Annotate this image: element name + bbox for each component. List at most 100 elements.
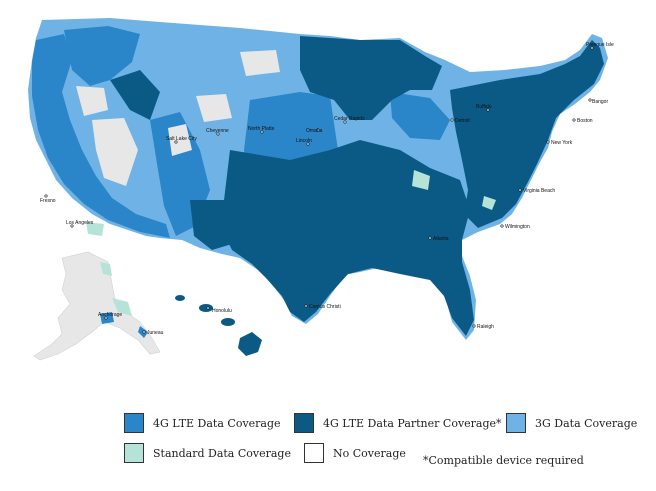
hawaii-region xyxy=(175,295,262,356)
alaska-landmass xyxy=(33,251,161,361)
city-dot xyxy=(44,194,48,198)
hawaii-oahu xyxy=(199,304,213,312)
legend-item-3g: 3G Data Coverage xyxy=(506,413,637,433)
gray-utah xyxy=(168,124,192,156)
hawaii-maui xyxy=(221,318,235,326)
city-label: Fresno xyxy=(40,198,56,204)
city-label: Cedar Rapids xyxy=(334,116,365,122)
lte-west-coast xyxy=(32,34,170,238)
city-dot xyxy=(472,324,476,328)
legend-item-standard: Standard Data Coverage xyxy=(124,443,291,463)
city-marker-buffalo: Buffalo xyxy=(476,104,492,112)
city-marker-detroit: Detroit xyxy=(450,118,470,124)
city-dot xyxy=(206,306,210,310)
city-dot xyxy=(104,316,108,320)
city-marker-boston: Boston xyxy=(572,118,593,124)
city-marker-lincoln: Lincoln xyxy=(296,138,312,146)
city-dot xyxy=(590,46,594,50)
partner-midwest xyxy=(300,36,442,120)
city-dot xyxy=(572,118,576,122)
city-marker-cedar-rapids: Cedar Rapids xyxy=(334,116,365,124)
alaska-standard-coverage-south xyxy=(112,298,132,316)
lte-pacific-northwest xyxy=(64,26,140,86)
city-marker-honolulu: Honolulu xyxy=(206,306,232,314)
city-marker-presque-isle: Presque Isle xyxy=(586,42,614,50)
city-dot xyxy=(174,140,178,144)
legend-label-none: No Coverage xyxy=(333,446,406,460)
lte-great-lakes xyxy=(390,92,450,140)
legend-label-lte: 4G LTE Data Coverage xyxy=(153,416,281,430)
city-marker-anchorage: Anchorage xyxy=(98,312,122,320)
standard-appalachia xyxy=(412,170,430,190)
city-label: New York xyxy=(551,140,573,146)
city-dot xyxy=(70,224,74,228)
city-label: Detroit xyxy=(455,118,470,124)
city-label: Salt Lake City xyxy=(166,136,197,142)
standard-california xyxy=(86,222,104,236)
city-dot xyxy=(260,130,264,134)
partner-arizona xyxy=(190,200,232,250)
partner-east xyxy=(450,40,604,228)
city-marker-wilmington: Wilmington xyxy=(500,224,530,230)
legend-swatch-standard xyxy=(124,443,144,463)
city-dot xyxy=(486,108,490,112)
hawaii-kauai xyxy=(175,295,185,301)
city-label: Honolulu xyxy=(212,308,232,314)
gray-dakota xyxy=(240,50,280,76)
city-marker-cheyenne: Cheyenne xyxy=(206,128,229,136)
city-marker-salt-lake-city: Salt Lake City xyxy=(166,136,197,144)
alaska-region xyxy=(33,251,161,361)
gray-nevada xyxy=(92,118,138,186)
city-label: Juneau xyxy=(147,330,164,336)
city-dot xyxy=(216,132,220,136)
city-label: Omaha xyxy=(306,128,323,134)
city-marker-los-angeles: Los Angeles xyxy=(66,220,94,228)
city-label: Los Angeles xyxy=(66,220,94,226)
city-marker-fresno: Fresno xyxy=(40,194,56,204)
city-label: Presque Isle xyxy=(586,42,614,48)
coverage-map-svg: Presque Isle Bangor Buffalo Detroit Bost… xyxy=(28,18,614,361)
partner-west-band xyxy=(110,70,160,120)
city-label: Anchorage xyxy=(98,312,122,318)
coverage-map: Presque Isle Bangor Buffalo Detroit Bost… xyxy=(28,18,614,361)
city-dot xyxy=(306,142,310,146)
city-dot xyxy=(546,140,550,144)
city-label: Lincoln xyxy=(296,138,312,144)
city-marker-omaha: Omaha xyxy=(306,128,323,134)
city-marker-virginia-beach: Virginia Beach xyxy=(518,188,555,194)
city-dot xyxy=(142,330,146,334)
legend-swatch-partner xyxy=(294,413,314,433)
city-label: Atlanta xyxy=(433,236,449,242)
city-labels: Presque Isle Bangor Buffalo Detroit Bost… xyxy=(40,42,614,336)
city-label: Cheyenne xyxy=(206,128,229,134)
city-label: Boston xyxy=(577,118,593,124)
legend-label-partner: 4G LTE Data Partner Coverage* xyxy=(323,416,502,430)
legend-item-none: No Coverage xyxy=(304,443,406,463)
city-marker-atlanta: Atlanta xyxy=(428,236,449,242)
legend-item-partner: 4G LTE Data Partner Coverage* xyxy=(294,413,502,433)
city-dot xyxy=(316,128,320,132)
city-dot xyxy=(500,224,504,228)
compatibility-footnote: *Compatible device required xyxy=(423,454,584,467)
gray-oregon xyxy=(76,86,108,116)
legend-swatch-none xyxy=(304,443,324,463)
city-marker-juneau: Juneau xyxy=(142,330,164,336)
legend-label-standard: Standard Data Coverage xyxy=(153,446,291,460)
city-marker-new-york: New York xyxy=(546,140,573,146)
city-dot xyxy=(304,304,308,308)
standard-virginia xyxy=(482,196,496,210)
alaska-standard-coverage xyxy=(100,262,112,276)
legend-label-3g: 3G Data Coverage xyxy=(535,416,638,430)
city-dot xyxy=(588,98,592,102)
gray-wyoming xyxy=(196,94,232,122)
legend-item-lte: 4G LTE Data Coverage xyxy=(124,413,281,433)
city-marker-corpus-christi: Corpus Christi xyxy=(304,304,341,310)
legend-swatch-3g xyxy=(506,413,526,433)
city-dot xyxy=(428,236,432,240)
city-label: North Platte xyxy=(248,126,275,132)
city-dot xyxy=(343,120,347,124)
city-dot xyxy=(450,118,454,122)
hawaii-big-island xyxy=(238,332,262,356)
city-label: Corpus Christi xyxy=(309,304,341,310)
city-marker-raleigh: Raleigh xyxy=(472,324,494,330)
